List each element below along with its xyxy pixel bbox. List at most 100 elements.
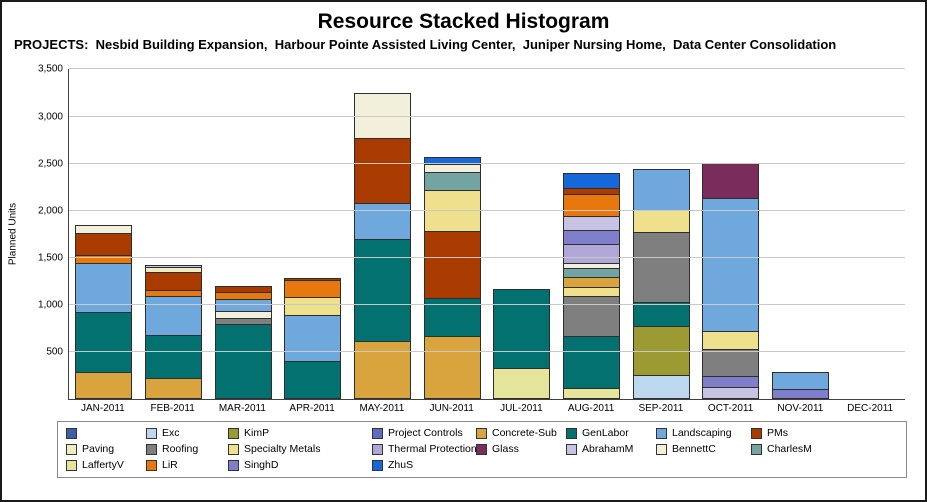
bar-segment-PMs xyxy=(144,272,203,291)
legend-swatch xyxy=(228,459,239,471)
bar-slot xyxy=(208,69,278,400)
legend-label: Roofing xyxy=(162,443,199,456)
legend-label: LiR xyxy=(162,459,178,472)
legend-item-Landscaping: Landscaping xyxy=(656,427,751,439)
bar-segment-GenLabor xyxy=(632,302,690,326)
legend-label: LaffertyV xyxy=(82,459,124,472)
bar-segment-Roofing xyxy=(632,231,690,303)
legend-swatch xyxy=(751,427,762,439)
bar-segment-Specialty Metals xyxy=(284,296,342,315)
bar-segment-GenLabor xyxy=(493,289,551,369)
bar-segment-Landscaping xyxy=(353,203,412,240)
bar-segment-ZhuS xyxy=(562,173,621,189)
bar-segment-BennettC xyxy=(423,163,481,173)
legend-swatch xyxy=(146,427,157,439)
legend-swatch xyxy=(656,443,667,455)
legend-item-Roofing: Roofing xyxy=(146,443,228,455)
bar-segment-LaffertyV xyxy=(562,388,621,400)
bar-segment-AbrahamM xyxy=(562,215,621,230)
bars-container xyxy=(69,69,905,400)
legend-label: Landscaping xyxy=(672,427,732,440)
legend-swatch xyxy=(228,443,239,455)
bar-segment-AbrahamM xyxy=(144,264,203,268)
y-tick-label: 500 xyxy=(46,346,63,358)
y-tick-label: 2,000 xyxy=(37,205,63,217)
bar-segment-Exc xyxy=(632,374,690,400)
y-tick-label: 2,500 xyxy=(37,158,63,170)
legend-swatch xyxy=(66,459,77,471)
bar-segment-Concrete-Sub xyxy=(144,377,203,400)
page-title: Resource Stacked Histogram xyxy=(317,10,610,33)
bar-slot xyxy=(69,69,139,400)
bar-segment-Roofing xyxy=(562,295,621,337)
x-label-JUN-2011: JUN-2011 xyxy=(429,403,474,415)
bar-segment-CharlesM xyxy=(423,172,481,191)
bar-segment-Specialty Metals xyxy=(562,287,621,296)
legend-label: Exc xyxy=(162,427,180,440)
legend-item-AbrahamM: AbrahamM xyxy=(566,443,656,455)
bar-segment-SinghD xyxy=(562,229,621,244)
legend-item-Paving: Paving xyxy=(66,443,146,455)
bar-segment-Glass xyxy=(702,162,760,198)
legend-label: KimP xyxy=(244,427,270,440)
projects-subtitle: PROJECTS: Nesbid Building Expansion, Har… xyxy=(14,36,913,54)
legend-swatch xyxy=(751,443,762,455)
gridline xyxy=(69,304,905,306)
legend: Exc KimP Project Controls Concrete-Sub GenLa… xyxy=(57,421,907,479)
bar-segment-GenLabor xyxy=(284,360,342,400)
bar-segment-PMs xyxy=(214,286,272,292)
legend-label: Thermal Protection xyxy=(388,443,476,456)
bar-segment-GenLabor xyxy=(75,311,133,373)
bar-slot xyxy=(766,69,836,400)
legend-item-Glass: Glass xyxy=(476,443,566,455)
bar-JUL-2011 xyxy=(493,289,551,400)
legend-swatch xyxy=(476,443,487,455)
projects-list: Nesbid Building Expansion, Harbour Point… xyxy=(88,37,837,53)
legend-label: Project Controls xyxy=(388,427,463,440)
legend-swatch xyxy=(372,459,383,471)
stacked-histogram-plot-area: Planned Units 500 1,000 1,500 2,000 2,500 3,0… xyxy=(8,64,905,401)
bar-segment-Concrete-Sub xyxy=(423,336,481,400)
bar-segment-SinghD xyxy=(702,375,760,388)
x-label-JAN-2011: JAN-2011 xyxy=(81,403,125,415)
bar-SEP-2011 xyxy=(632,169,690,400)
bar-segment-LiR xyxy=(284,279,342,297)
legend-swatch xyxy=(228,427,239,439)
bar-segment-Concrete-Sub xyxy=(75,372,133,400)
bar-segment-LiR xyxy=(562,193,621,216)
bar-segment-BennettC xyxy=(562,262,621,269)
x-label-NOV-2011: NOV-2011 xyxy=(777,403,824,415)
projects-label: PROJECTS: xyxy=(14,37,89,53)
legend-label: Paving xyxy=(82,443,115,456)
y-axis-title: Planned Units xyxy=(7,203,19,266)
bar-segment-PMs xyxy=(562,188,621,194)
legend-label: CharlesM xyxy=(767,443,812,456)
legend-item-Specialty Metals: Specialty Metals xyxy=(228,443,372,455)
gridline xyxy=(69,68,905,70)
bar-slot xyxy=(278,69,348,400)
bar-segment-Roofing xyxy=(214,318,272,324)
bar-segment-AbrahamM xyxy=(702,387,760,400)
legend-item-LiR: LiR xyxy=(146,459,228,471)
bar-OCT-2011 xyxy=(702,162,760,400)
bar-segment-Concrete-Sub xyxy=(353,340,412,400)
legend-swatch xyxy=(66,443,77,455)
bar-slot xyxy=(139,69,209,400)
bar-segment-LiR xyxy=(214,291,272,299)
legend-swatch xyxy=(146,459,157,471)
legend-label: AbrahamM xyxy=(582,443,634,456)
bar-segment-PMs xyxy=(353,138,412,204)
y-tick-label: 3,500 xyxy=(37,63,63,75)
legend-item-GenLabor: GenLabor xyxy=(566,427,656,439)
legend-item-BennettC: BennettC xyxy=(656,443,751,455)
bar-segment-Landscaping xyxy=(75,262,133,312)
x-label-DEC-2011: DEC-2011 xyxy=(847,403,894,415)
bar-segment-Specialty Metals xyxy=(702,330,760,350)
gridline xyxy=(69,256,905,258)
bar-segment-SinghD xyxy=(771,389,830,400)
bar-segment-Landscaping xyxy=(632,169,690,210)
legend-item-ZhuS: ZhuS xyxy=(372,459,476,471)
bar-segment-ZhuS xyxy=(423,157,481,164)
bar-APR-2011 xyxy=(284,277,342,400)
